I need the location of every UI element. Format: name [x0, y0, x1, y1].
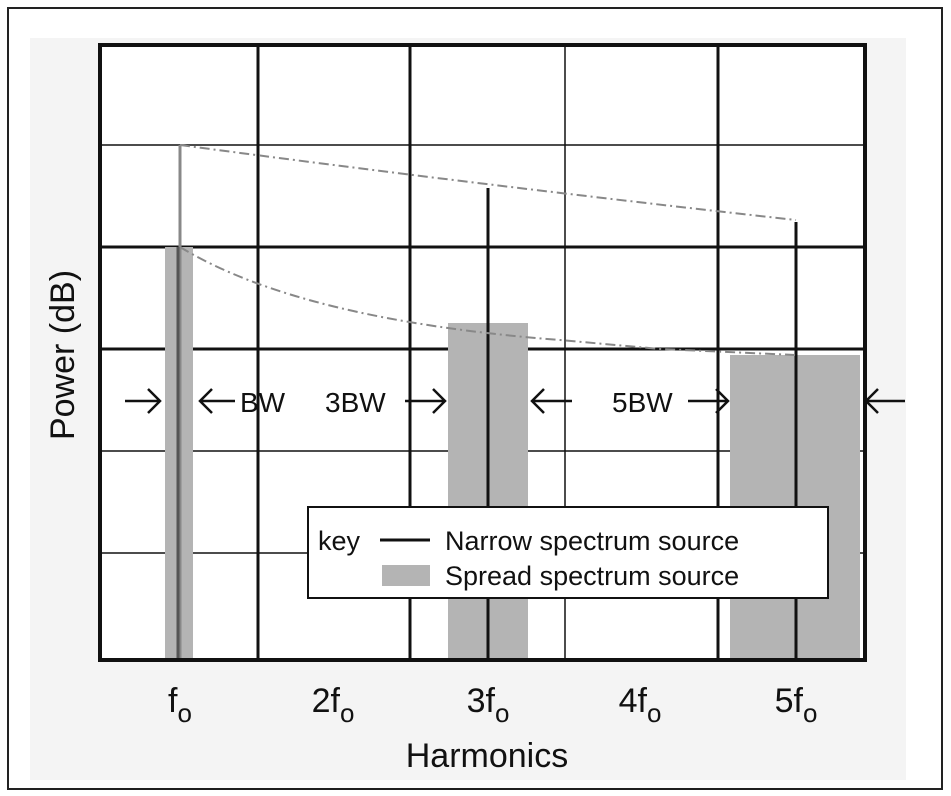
label-main: f: [168, 682, 178, 720]
arrow-left: [198, 388, 235, 414]
label-main: 3f: [467, 682, 496, 720]
legend: key Narrow spectrum source Spread spectr…: [307, 506, 829, 599]
y-axis-label: Power (dB): [44, 270, 82, 440]
x-label: 4fo: [619, 682, 662, 728]
arrow-right: [688, 388, 730, 414]
label-main: 2f: [312, 682, 341, 720]
x-label: 5fo: [775, 682, 818, 728]
x-label: fo: [168, 682, 192, 728]
legend-swatch: [382, 565, 430, 586]
arrows: [125, 388, 905, 414]
annotation: 3BW: [325, 387, 386, 418]
arrow-right: [405, 388, 447, 414]
x-labels: fo 2fo 3fo 4fo 5fo: [168, 682, 817, 728]
arrow-right: [125, 388, 162, 414]
label-sub: o: [647, 698, 661, 728]
label-sub: o: [803, 698, 817, 728]
arrow-left: [864, 388, 905, 414]
annotation: 5BW: [612, 387, 673, 418]
x-label: 3fo: [467, 682, 510, 728]
envelope: [179, 246, 797, 356]
arrow-left: [530, 388, 572, 414]
x-label: 2fo: [312, 682, 355, 728]
legend-title: key: [318, 526, 361, 556]
legend-label: Narrow spectrum source: [445, 526, 739, 556]
legend-label: Spread spectrum source: [445, 561, 739, 591]
label-sub: o: [340, 698, 354, 728]
label-sub: o: [177, 698, 191, 728]
x-axis-label: Harmonics: [406, 737, 568, 775]
label-sub: o: [495, 698, 509, 728]
label-main: 5f: [775, 682, 804, 720]
label-main: 4f: [619, 682, 648, 720]
annotation: BW: [240, 387, 286, 418]
plot-border: [98, 43, 867, 662]
envelope: [179, 144, 797, 221]
